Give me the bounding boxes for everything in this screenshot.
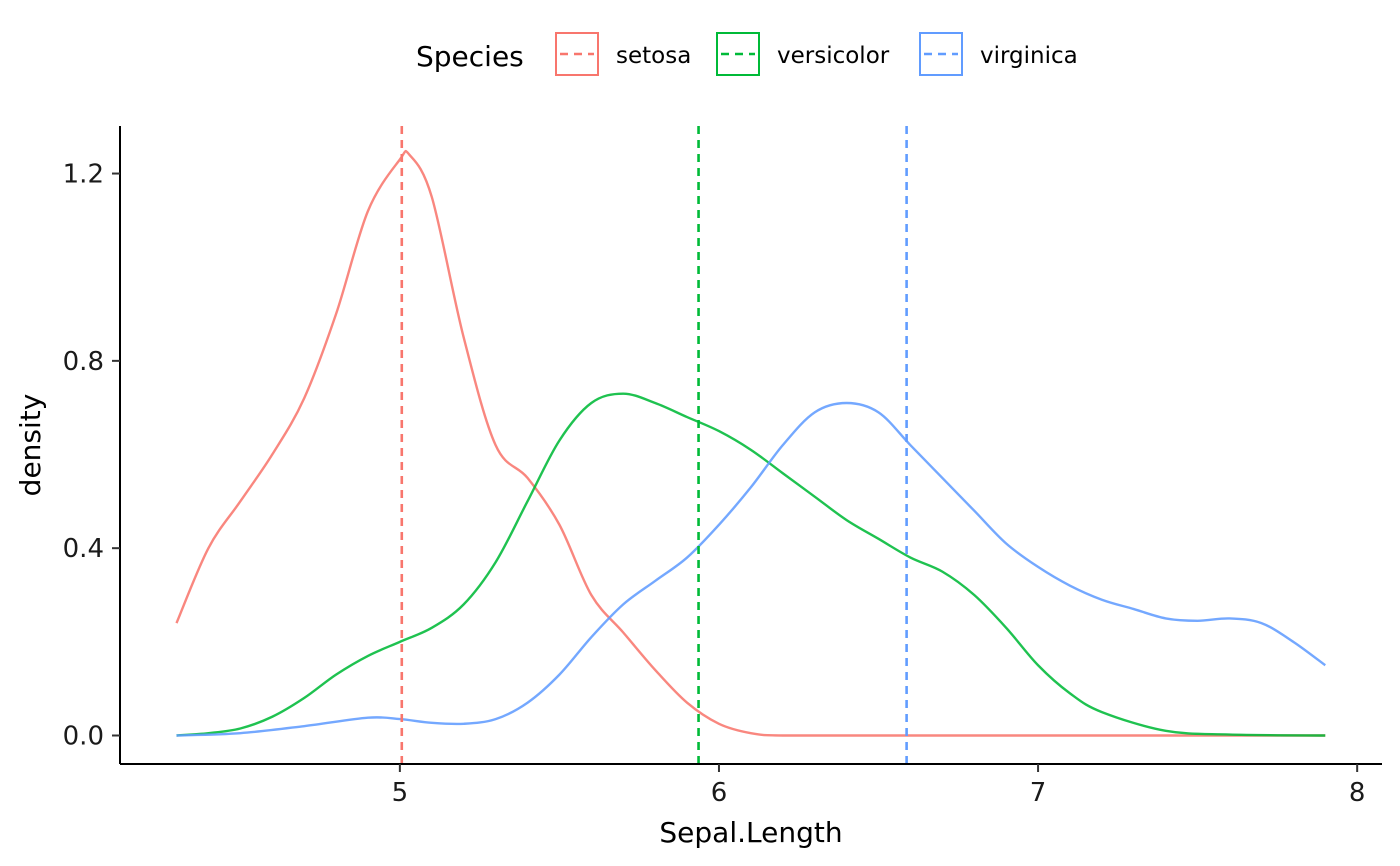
- legend-label-versicolor: versicolor: [777, 43, 890, 69]
- density-curves: [175, 149, 1326, 737]
- density-line-setosa: [175, 149, 1326, 737]
- x-tick-label: 5: [392, 778, 409, 808]
- y-tick-label: 0.4: [63, 534, 104, 564]
- legend-entry-setosa: setosa: [555, 32, 691, 76]
- y-tick-label: 1.2: [63, 160, 104, 190]
- legend-label-virginica: virginica: [980, 43, 1078, 69]
- y-tick-label: 0.8: [63, 347, 104, 377]
- x-tick-label: 6: [711, 778, 728, 808]
- legend-label-setosa: setosa: [616, 43, 691, 69]
- density-line-virginica: [176, 401, 1326, 737]
- y-axis-ticks: 0.0 0.4 0.8 1.2: [63, 160, 120, 752]
- legend: Species setosa versicolor virginica: [416, 32, 1078, 76]
- legend-title: Species: [416, 40, 524, 73]
- x-axis-ticks: 5 6 7 8: [392, 764, 1366, 808]
- y-axis-title: density: [14, 394, 47, 497]
- x-tick-label: 8: [1349, 778, 1366, 808]
- x-tick-label: 7: [1030, 778, 1047, 808]
- x-axis-title: Sepal.Length: [659, 816, 842, 849]
- density-line-versicolor: [176, 392, 1326, 737]
- legend-entry-virginica: virginica: [919, 32, 1078, 76]
- legend-entry-versicolor: versicolor: [716, 32, 890, 76]
- y-tick-label: 0.0: [63, 722, 104, 752]
